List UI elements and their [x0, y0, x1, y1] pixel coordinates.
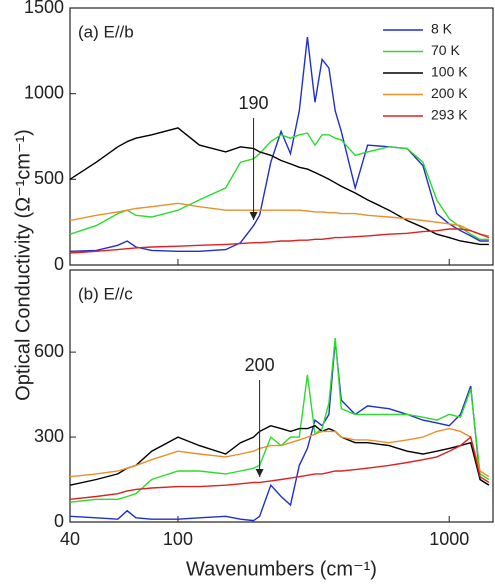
- x-tick-label: 1000: [429, 529, 469, 549]
- data-line: [69, 427, 490, 478]
- data-line: [69, 337, 490, 503]
- data-line: [69, 424, 490, 486]
- data-line: [69, 127, 489, 246]
- y-tick-label: 1500: [24, 0, 64, 17]
- x-axis-label: Wavenumbers (cm⁻¹): [186, 558, 377, 580]
- data-line: [69, 202, 490, 237]
- y-tick-label: 1000: [24, 82, 64, 102]
- legend-label: 293 K: [431, 107, 468, 123]
- y-tick-label: 0: [54, 511, 64, 531]
- annotation-arrowhead: [249, 212, 258, 220]
- panel-label: (a) E//b: [78, 22, 134, 41]
- data-line: [69, 435, 490, 500]
- y-tick-label: 0: [54, 254, 64, 274]
- x-tick-label: 100: [163, 529, 193, 549]
- legend-label: 100 K: [431, 64, 468, 80]
- legend-label: 70 K: [431, 42, 460, 58]
- data-line: [69, 37, 489, 252]
- annotation-arrowhead: [255, 469, 264, 477]
- legend-label: 8 K: [431, 21, 453, 37]
- plot-frame: [69, 7, 494, 266]
- y-tick-label: 600: [34, 341, 64, 361]
- data-line: [69, 228, 490, 254]
- annotation-label: 200: [245, 355, 275, 375]
- y-axis-label: Optical Conductivity (Ω⁻¹cm⁻¹): [12, 129, 34, 401]
- y-tick-label: 500: [34, 168, 64, 188]
- legend-label: 200 K: [431, 85, 468, 101]
- x-tick-label: 40: [60, 529, 80, 549]
- y-tick-label: 300: [34, 426, 64, 446]
- plot-frame: [69, 269, 494, 523]
- data-line: [69, 340, 490, 522]
- data-line: [69, 132, 489, 240]
- panel-label: (b) E//c: [78, 284, 133, 303]
- annotation-label: 190: [239, 93, 269, 113]
